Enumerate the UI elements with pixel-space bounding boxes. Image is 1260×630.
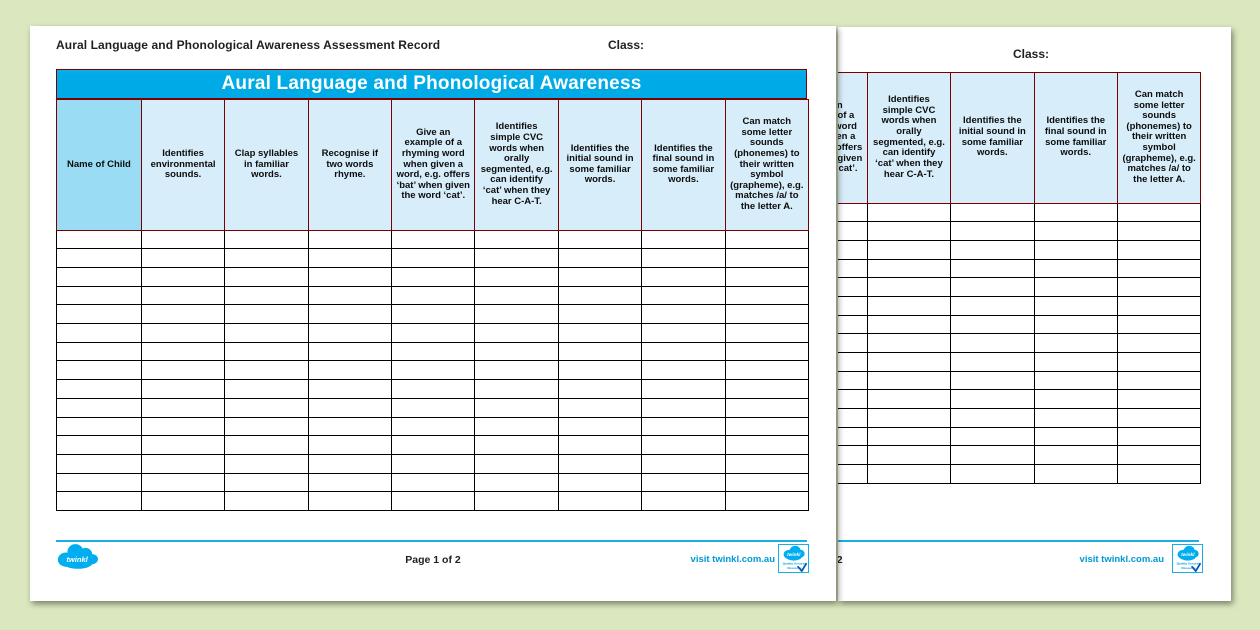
svg-text:twinkl: twinkl bbox=[787, 552, 801, 557]
svg-text:Quality Assured: Quality Assured bbox=[1177, 562, 1201, 566]
svg-text:twinkl: twinkl bbox=[1181, 552, 1195, 557]
svg-text:Quality Assured: Quality Assured bbox=[783, 562, 807, 566]
